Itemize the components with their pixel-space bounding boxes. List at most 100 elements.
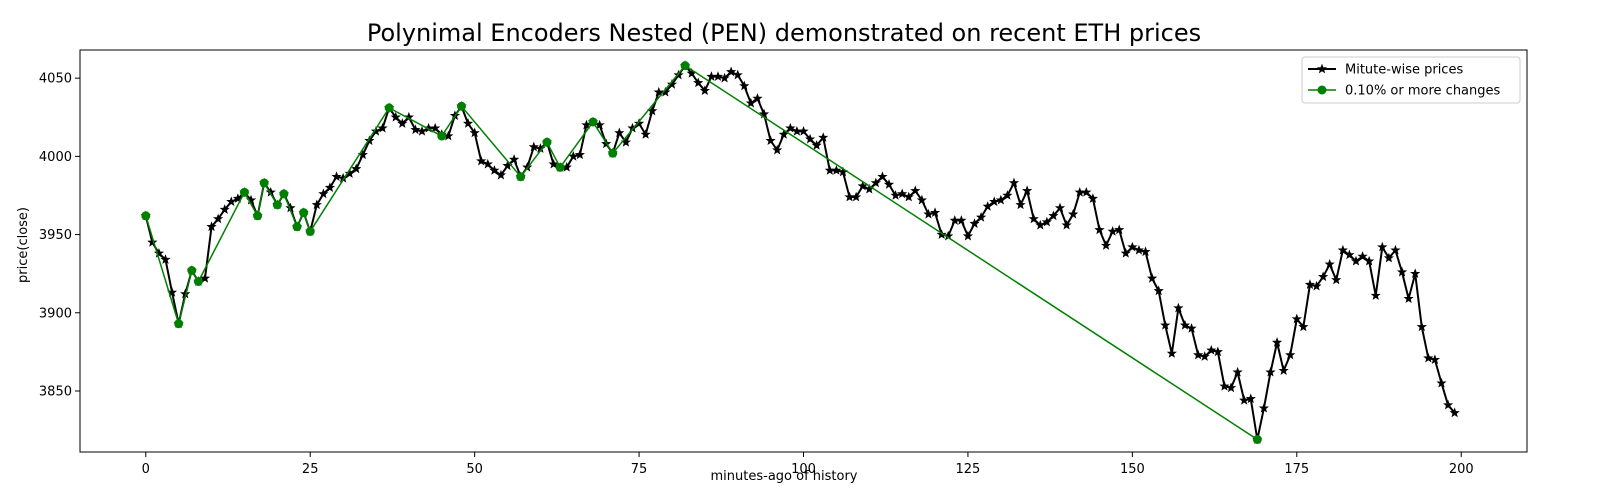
y-tick-label: 3850 [39, 384, 72, 399]
data-point [1370, 290, 1381, 300]
data-point [462, 118, 474, 128]
data-point [1068, 208, 1079, 219]
data-point [495, 169, 507, 180]
data-point [1265, 366, 1276, 377]
data-point [1186, 323, 1197, 333]
legend-circle-icon [1317, 85, 1327, 95]
data-point [1193, 349, 1204, 360]
data-point [640, 129, 651, 139]
series-minute-prices [140, 60, 1460, 444]
data-point [1403, 293, 1414, 304]
legend-star-icon [1316, 63, 1328, 74]
data-point [331, 171, 342, 182]
data-point [1160, 319, 1171, 330]
data-point [1147, 273, 1158, 283]
data-point [1133, 244, 1145, 255]
data-point [608, 148, 618, 158]
data-point [410, 124, 421, 135]
data-point [1035, 219, 1046, 230]
data-point [680, 61, 690, 71]
data-point [818, 132, 829, 142]
data-point [739, 80, 750, 91]
data-point [370, 125, 382, 136]
data-point [903, 191, 914, 202]
data-point [542, 137, 552, 147]
data-point [206, 221, 217, 232]
x-tick-label: 150 [1120, 462, 1145, 477]
data-point [633, 118, 645, 128]
data-point [469, 127, 480, 138]
data-point [890, 190, 901, 200]
data-point [1357, 251, 1368, 261]
data-point [147, 237, 158, 247]
data-point [982, 201, 993, 211]
data-point [1285, 349, 1296, 360]
data-point [213, 213, 224, 224]
plot-area [79, 49, 1528, 453]
data-point [956, 215, 967, 225]
data-point [1436, 377, 1447, 388]
data-point [1054, 202, 1066, 213]
data-point [193, 277, 203, 287]
data-point [1429, 354, 1441, 365]
data-point [1041, 216, 1052, 227]
data-point [489, 165, 500, 175]
data-point [279, 189, 289, 199]
y-tick-label: 3950 [39, 228, 72, 243]
data-point [1081, 186, 1092, 197]
data-point [1107, 226, 1118, 236]
data-point [995, 194, 1006, 205]
data-point [693, 77, 704, 88]
series-line [145, 64, 1258, 441]
data-point [416, 125, 428, 136]
data-point [160, 254, 171, 264]
data-point [1100, 240, 1112, 250]
data-point [870, 177, 881, 188]
data-point [785, 122, 796, 133]
data-point [174, 319, 184, 329]
x-tick-label: 200 [1449, 462, 1474, 477]
data-point [574, 149, 585, 160]
data-point [555, 162, 565, 172]
data-point [666, 79, 678, 89]
data-point [897, 188, 908, 199]
data-point [1094, 224, 1105, 235]
data-point [989, 196, 1000, 207]
data-point [1127, 241, 1138, 252]
data-point [929, 207, 941, 218]
data-point [1245, 393, 1256, 404]
series-significant-changes [141, 61, 1262, 444]
x-tick-label: 50 [466, 462, 483, 477]
data-point [732, 69, 743, 80]
x-tick-label: 100 [791, 462, 816, 477]
data-point [1061, 219, 1072, 230]
data-point [324, 182, 336, 192]
data-point [726, 66, 737, 77]
data-point [1410, 268, 1421, 279]
data-point [456, 101, 466, 111]
data-point [719, 72, 730, 83]
data-point [758, 108, 770, 119]
data-point [923, 208, 934, 219]
data-point [528, 141, 539, 152]
data-point [765, 135, 776, 146]
data-point [588, 117, 598, 127]
data-point [153, 247, 165, 258]
data-point [1449, 407, 1460, 418]
data-point [916, 194, 927, 205]
data-point [804, 133, 816, 144]
data-point [311, 199, 322, 210]
data-point [1206, 344, 1217, 355]
data-point [187, 266, 197, 276]
data-point [1225, 382, 1237, 393]
data-point [299, 208, 309, 218]
data-point [1291, 313, 1302, 324]
data-point [259, 178, 269, 188]
data-point [745, 97, 756, 108]
data-point [883, 179, 895, 189]
data-point [699, 85, 710, 95]
y-axis: 3850 3900 3950 4000 4050 [39, 72, 80, 399]
data-point [1258, 402, 1269, 413]
y-tick-label: 4050 [39, 72, 72, 87]
